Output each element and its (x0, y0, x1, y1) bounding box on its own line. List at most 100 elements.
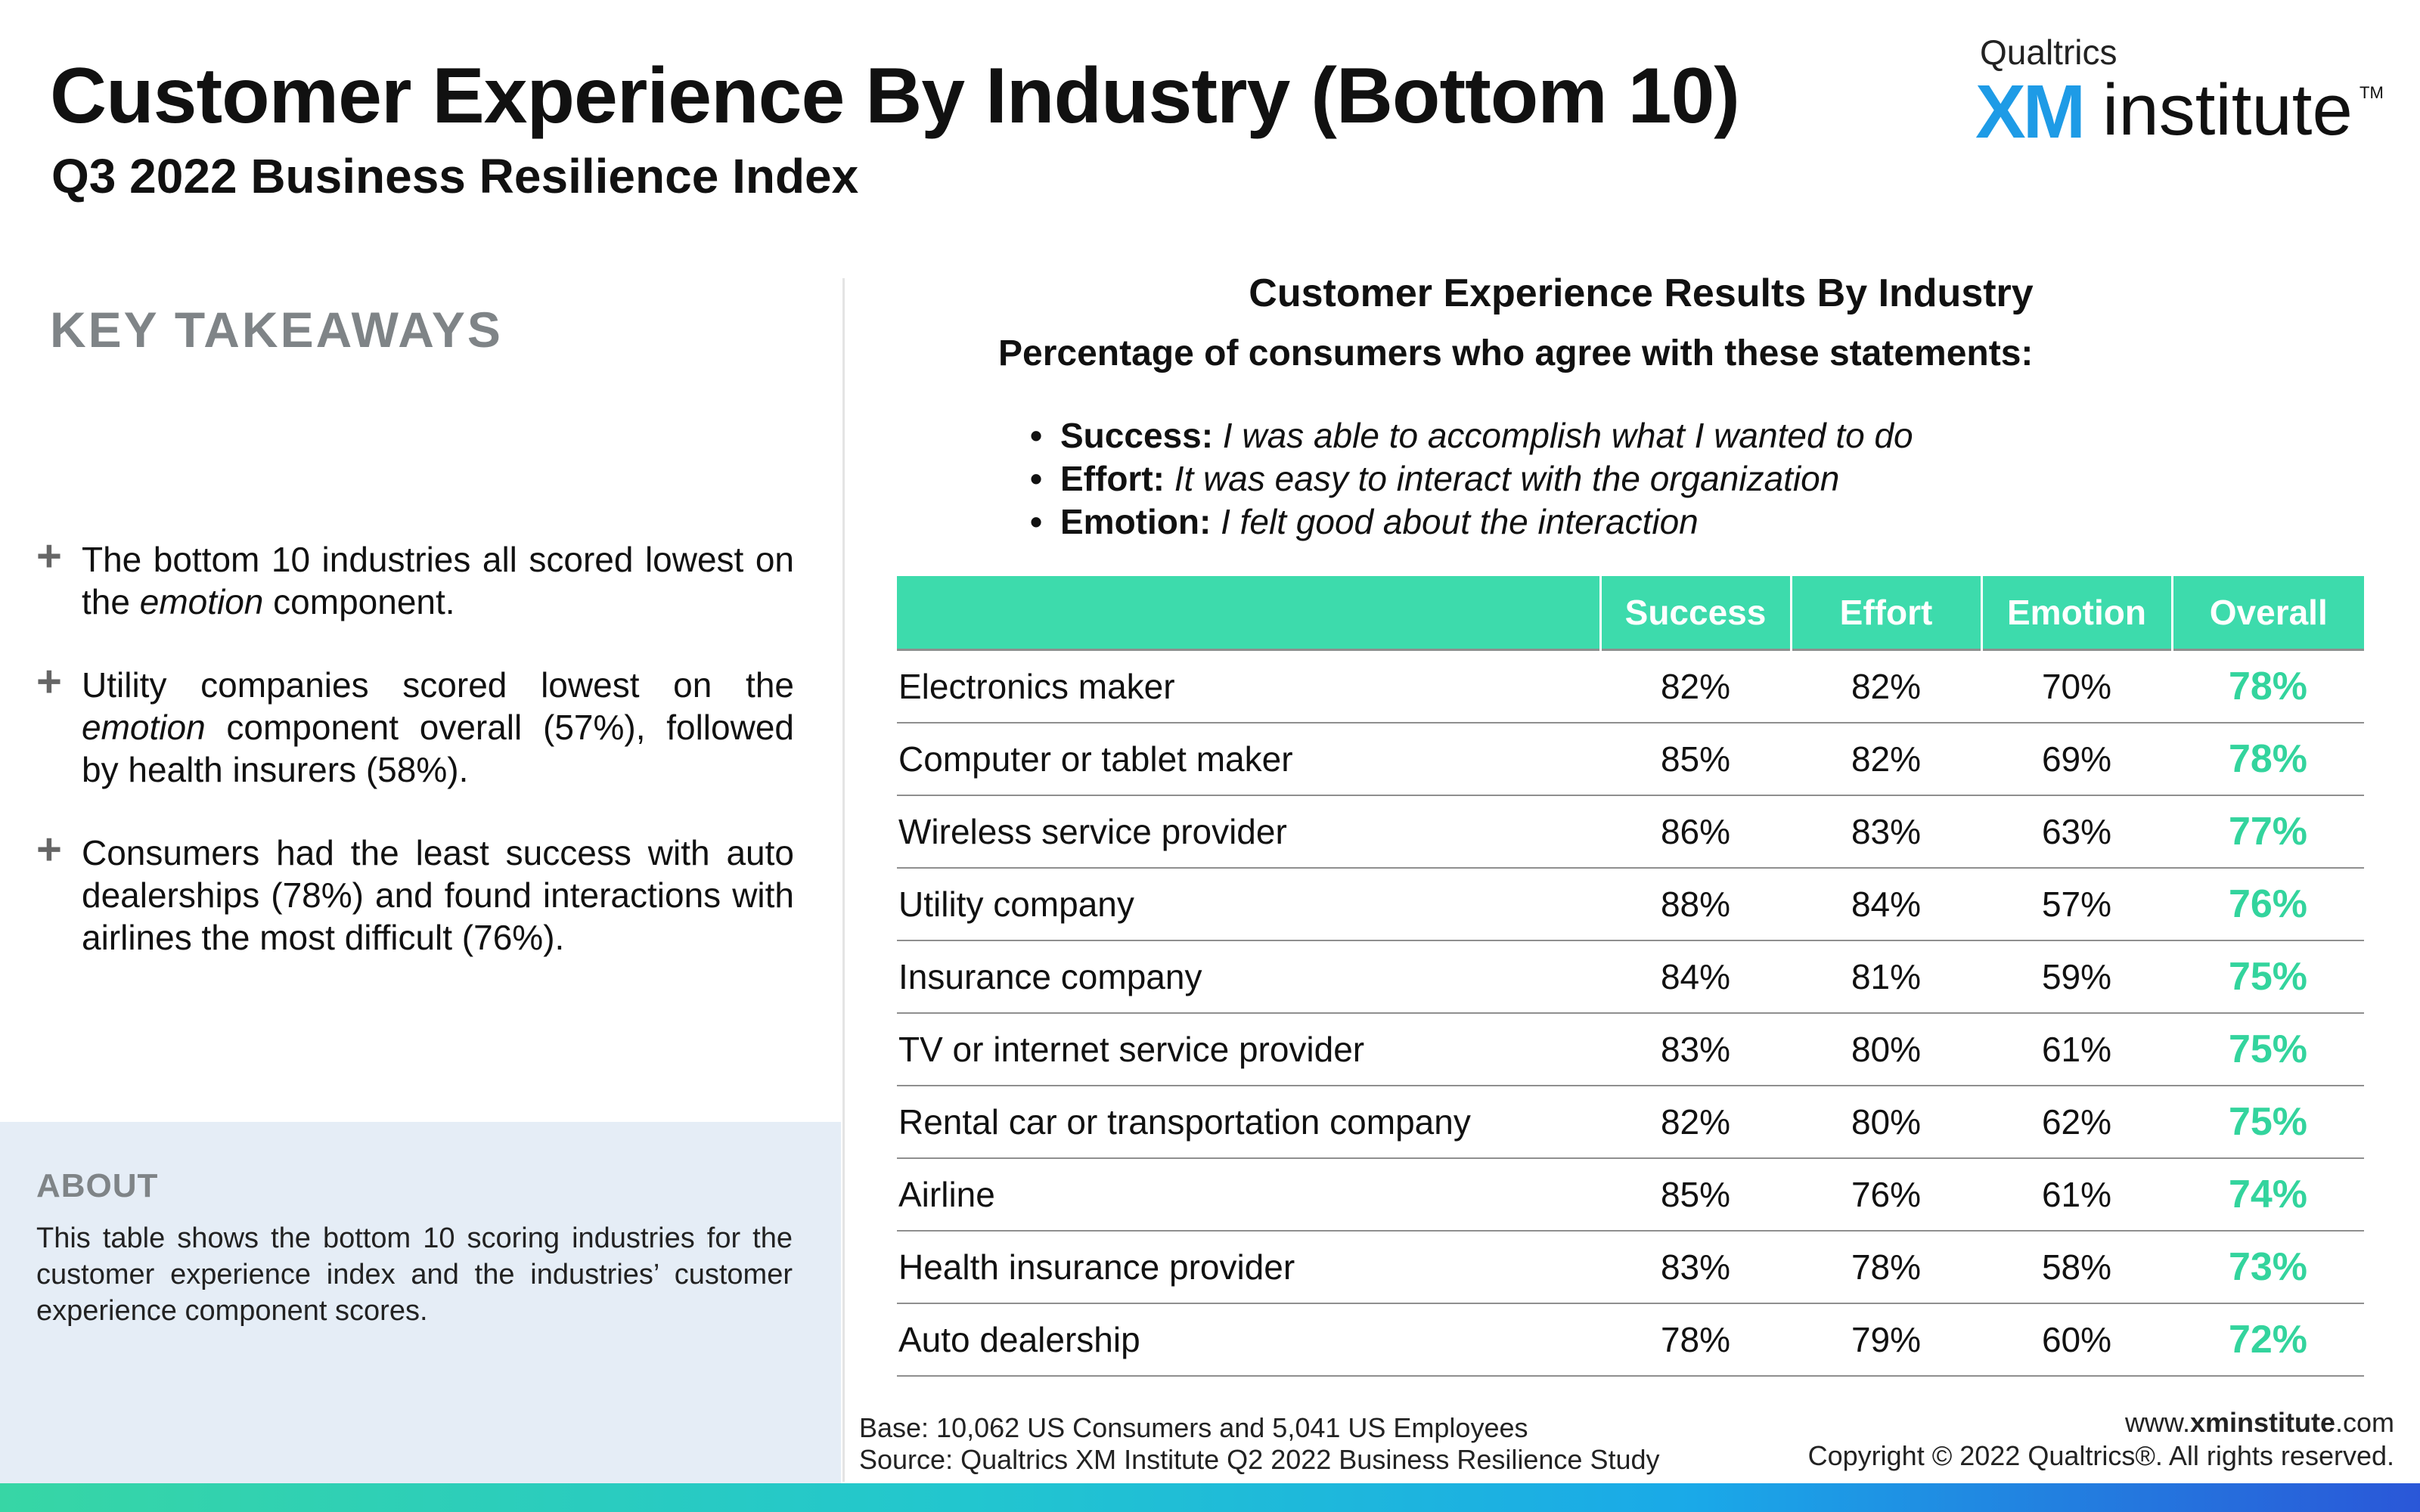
cell-success: 82% (1600, 649, 1791, 723)
cell-success: 83% (1600, 1013, 1791, 1086)
cell-effort: 82% (1791, 649, 1981, 723)
cell-industry: Electronics maker (897, 649, 1600, 723)
cell-overall: 75% (2172, 940, 2364, 1014)
table-row: Airline 85% 76% 61% 74% (897, 1158, 2364, 1232)
statement-term: Success: (1060, 416, 1214, 455)
cell-overall: 76% (2172, 868, 2364, 941)
table-row: Computer or tablet maker 85% 82% 69% 78% (897, 723, 2364, 796)
footer-url[interactable]: www.xminstitute.com (1808, 1406, 2394, 1439)
table-row: Health insurance provider 83% 78% 58% 73% (897, 1231, 2364, 1304)
col-header-success: Success (1599, 576, 1791, 650)
table-row: Rental car or transportation company 82% 8… (897, 1086, 2364, 1159)
takeaway-emphasis: emotion (82, 708, 206, 747)
plus-icon: + (36, 657, 62, 706)
logo-word: institute (2102, 70, 2353, 150)
cell-overall: 78% (2172, 723, 2364, 796)
bullet-icon: • (1030, 459, 1043, 498)
cell-industry: Utility company (897, 868, 1600, 941)
table-row: Electronics maker 82% 82% 70% 78% (897, 649, 2364, 723)
key-takeaways-heading: KEY TAKEAWAYS (50, 302, 503, 358)
page-title: Customer Experience By Industry (Bottom … (50, 52, 1740, 140)
cell-emotion: 61% (1981, 1013, 2172, 1086)
cell-overall: 74% (2172, 1158, 2364, 1232)
footer-credits: www.xminstitute.com Copyright © 2022 Qua… (1808, 1406, 2394, 1473)
col-header-overall: Overall (2170, 576, 2364, 650)
takeaway-text: Consumers had the least success with aut… (82, 833, 794, 957)
cell-overall: 72% (2172, 1303, 2364, 1377)
cell-industry: Wireless service provider (897, 795, 1600, 869)
cell-success: 84% (1600, 940, 1791, 1014)
cell-emotion: 63% (1981, 795, 2172, 869)
table-title: Customer Experience Results By Industry (1249, 271, 2034, 315)
cell-emotion: 59% (1981, 940, 2172, 1014)
cell-industry: Health insurance provider (897, 1231, 1600, 1304)
table-row: TV or internet service provider 83% 80% 61%… (897, 1013, 2364, 1086)
cell-success: 82% (1600, 1086, 1791, 1159)
cell-effort: 83% (1791, 795, 1981, 869)
statement-success: • Success: I was able to accomplish what … (1030, 414, 1913, 457)
cell-industry: Airline (897, 1158, 1600, 1232)
takeaway-item: + Consumers had the least success with a… (36, 828, 794, 959)
takeaway-emphasis: emotion (139, 582, 264, 621)
footer-base: Base: 10,062 US Consumers and 5,041 US E… (859, 1412, 1528, 1443)
cell-overall: 75% (2172, 1086, 2364, 1159)
plus-icon: + (36, 531, 62, 581)
cell-overall: 75% (2172, 1013, 2364, 1086)
logo-trademark: TM (2360, 83, 2384, 102)
cell-emotion: 70% (1981, 649, 2172, 723)
cell-industry: Auto dealership (897, 1303, 1600, 1377)
page-subtitle: Q3 2022 Business Resilience Index (51, 149, 859, 203)
cell-overall: 78% (2172, 649, 2364, 723)
left-column: KEY TAKEAWAYS + The bottom 10 industries… (0, 272, 841, 1512)
bullet-icon: • (1030, 416, 1043, 455)
cell-emotion: 58% (1981, 1231, 2172, 1304)
cell-success: 78% (1600, 1303, 1791, 1377)
logo-brand: Qualtrics (1980, 33, 2118, 72)
cell-success: 88% (1600, 868, 1791, 941)
column-divider (842, 278, 845, 1482)
cell-success: 85% (1600, 1158, 1791, 1232)
statement-definitions: • Success: I was able to accomplish what … (1030, 414, 1913, 544)
cell-overall: 73% (2172, 1231, 2364, 1304)
cell-effort: 84% (1791, 868, 1981, 941)
table-header-row: Success Effort Emotion Overall (897, 576, 2364, 650)
table-row: Wireless service provider 86% 83% 63% 77% (897, 795, 2364, 869)
footer-copyright: Copyright © 2022 Qualtrics®. All rights … (1807, 1440, 2394, 1471)
takeaway-text: component overall (57%), followed by hea… (82, 708, 794, 789)
table-row: Auto dealership 78% 79% 60% 72% (897, 1303, 2364, 1377)
url-prefix: www. (2124, 1407, 2190, 1438)
takeaway-item: + Utility companies scored lowest on the… (36, 660, 794, 791)
table-row: Utility company 88% 84% 57% 76% (897, 868, 2364, 941)
cell-emotion: 69% (1981, 723, 2172, 796)
url-suffix: .com (2335, 1407, 2394, 1438)
statement-desc: It was easy to interact with the organiz… (1174, 459, 1840, 498)
xm-institute-logo: Qualtrics XM institute TM (1975, 30, 2384, 150)
about-box: ABOUT This table shows the bottom 10 sco… (0, 1122, 841, 1512)
takeaway-text: component. (263, 582, 455, 621)
about-text: This table shows the bottom 10 scoring i… (36, 1222, 793, 1327)
table-body: Electronics maker 82% 82% 70% 78% Computer or… (897, 649, 2364, 1377)
cell-effort: 80% (1791, 1013, 1981, 1086)
cell-success: 83% (1600, 1231, 1791, 1304)
cell-industry: Insurance company (897, 940, 1600, 1014)
table-row: Insurance company 84% 81% 59% 75% (897, 940, 2364, 1014)
statement-term: Emotion: (1060, 502, 1212, 541)
statement-emotion: • Emotion: I felt good about the interact… (1030, 500, 1913, 544)
statement-term: Effort: (1060, 459, 1165, 498)
statement-effort: • Effort: It was easy to interact with th… (1030, 457, 1913, 500)
cell-effort: 80% (1791, 1086, 1981, 1159)
cell-emotion: 61% (1981, 1158, 2172, 1232)
cell-emotion: 57% (1981, 868, 2172, 941)
cell-industry: Rental car or transportation company (897, 1086, 1600, 1159)
cell-industry: TV or internet service provider (897, 1013, 1600, 1086)
footer-source: Source: Qualtrics XM Institute Q2 2022 B… (859, 1444, 1660, 1475)
col-header-effort: Effort (1789, 576, 1981, 650)
logo-xm: XM (1975, 70, 2086, 154)
cx-results-table: Success Effort Emotion Overall Electroni… (897, 576, 2364, 1377)
cell-emotion: 62% (1981, 1086, 2172, 1159)
cell-effort: 82% (1791, 723, 1981, 796)
takeaway-item: + The bottom 10 industries all scored lo… (36, 534, 794, 623)
footer-notes: Base: 10,062 US Consumers and 5,041 US E… (859, 1412, 1660, 1476)
cell-effort: 78% (1791, 1231, 1981, 1304)
col-header-industry (897, 576, 1600, 650)
